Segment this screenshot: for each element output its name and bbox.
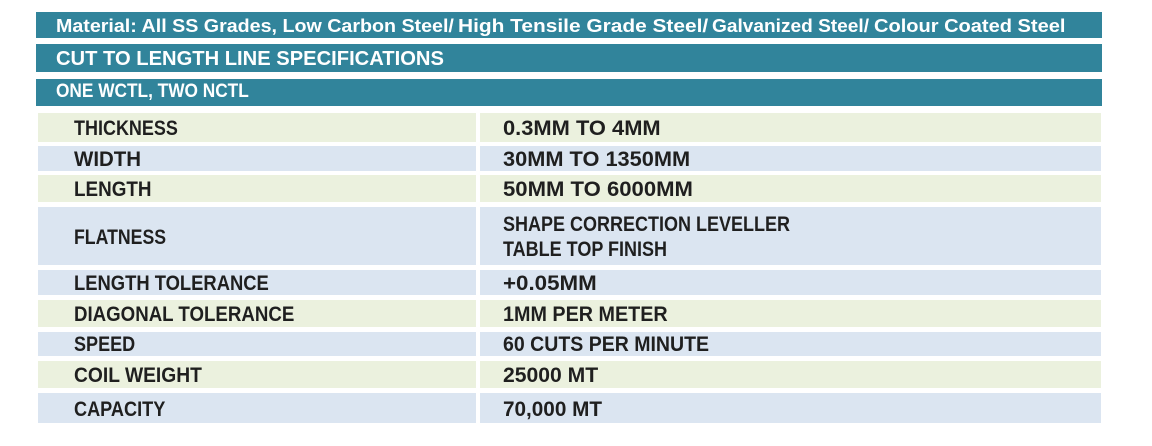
subtitle-header-text: ONE WCTL, TWO NCTL [56, 79, 250, 102]
row-value: 70,000 MT [502, 395, 603, 421]
row-label-cell: SPEED [38, 331, 476, 357]
spec-table: THICKNESS 0.3MM TO 4MM WIDTH 30MM TO 1350MM… [38, 112, 1102, 424]
row-value: +0.05MM [502, 269, 597, 295]
row-label: COIL WEIGHT [74, 362, 203, 388]
row-label-cell: COIL WEIGHT [38, 361, 476, 389]
material-header-text-segment: Galvanized Steel/ [712, 15, 875, 36]
row-label: WIDTH [74, 146, 142, 172]
row-label: FLATNESS [74, 223, 167, 249]
row-label: SPEED [74, 331, 136, 357]
row-label-cell: FLATNESS [38, 207, 476, 265]
row-value: SHAPE CORRECTION LEVELLER TABLE TOP FINI… [502, 211, 791, 261]
title-header-text: CUT TO LENGTH LINE SPECIFICATIONS [56, 48, 445, 71]
title-header-bar: CUT TO LENGTH LINE SPECIFICATIONS [36, 44, 1103, 72]
row-label: LENGTH TOLERANCE [74, 269, 270, 295]
row-label-cell: THICKNESS [38, 112, 476, 142]
row-value: 1MM PER METER [502, 300, 668, 326]
material-header-text-segment: High Tensile Grade Steel/ [458, 15, 715, 36]
table-row: CAPACITY 70,000 MT [38, 393, 1102, 424]
row-value-cell: SHAPE CORRECTION LEVELLER TABLE TOP FINI… [480, 207, 1102, 265]
row-value-cell: 0.3MM TO 4MM [480, 112, 1102, 142]
row-value: 50MM TO 6000MM [502, 176, 693, 202]
material-header-text-segment: Material: All SS Grades, Low Carbon Stee… [55, 15, 460, 36]
row-value: 60 CUTS PER MINUTE [502, 331, 710, 357]
row-label-cell: CAPACITY [38, 393, 476, 424]
row-label: THICKNESS [74, 114, 179, 140]
row-label-cell: DIAGONAL TOLERANCE [38, 299, 476, 327]
row-value-cell: 60 CUTS PER MINUTE [480, 331, 1102, 357]
row-value: 0.3MM TO 4MM [502, 114, 661, 140]
row-value-cell: 70,000 MT [480, 393, 1102, 424]
table-row: FLATNESS SHAPE CORRECTION LEVELLER TABLE … [38, 207, 1102, 265]
row-value-cell: 1MM PER METER [480, 299, 1102, 327]
row-value-cell: +0.05MM [480, 269, 1102, 296]
row-label: LENGTH [74, 176, 152, 202]
row-value: 25000 MT [502, 362, 599, 388]
material-header-text-segment: Colour Coated Steel [873, 15, 1066, 36]
table-row: SPEED 60 CUTS PER MINUTE [38, 331, 1102, 357]
row-label: CAPACITY [74, 395, 166, 421]
row-label-cell: LENGTH [38, 175, 476, 203]
table-row: COIL WEIGHT 25000 MT [38, 361, 1102, 389]
table-row: LENGTH TOLERANCE +0.05MM [38, 269, 1102, 296]
row-value-cell: 30MM TO 1350MM [480, 145, 1102, 172]
table-row: DIAGONAL TOLERANCE 1MM PER METER [38, 299, 1102, 327]
row-value: 30MM TO 1350MM [502, 146, 691, 172]
table-row: THICKNESS 0.3MM TO 4MM [38, 112, 1102, 142]
row-value-cell: 25000 MT [480, 361, 1102, 389]
row-label: DIAGONAL TOLERANCE [74, 300, 295, 326]
row-value-cell: 50MM TO 6000MM [480, 175, 1102, 203]
material-header-bar: Material: All SS Grades, Low Carbon Stee… [36, 11, 1103, 38]
table-row: LENGTH 50MM TO 6000MM [38, 175, 1102, 203]
row-label-cell: LENGTH TOLERANCE [38, 269, 476, 296]
table-row: WIDTH 30MM TO 1350MM [38, 145, 1102, 172]
row-label-cell: WIDTH [38, 145, 476, 172]
subtitle-header-bar: ONE WCTL, TWO NCTL [36, 78, 1103, 106]
